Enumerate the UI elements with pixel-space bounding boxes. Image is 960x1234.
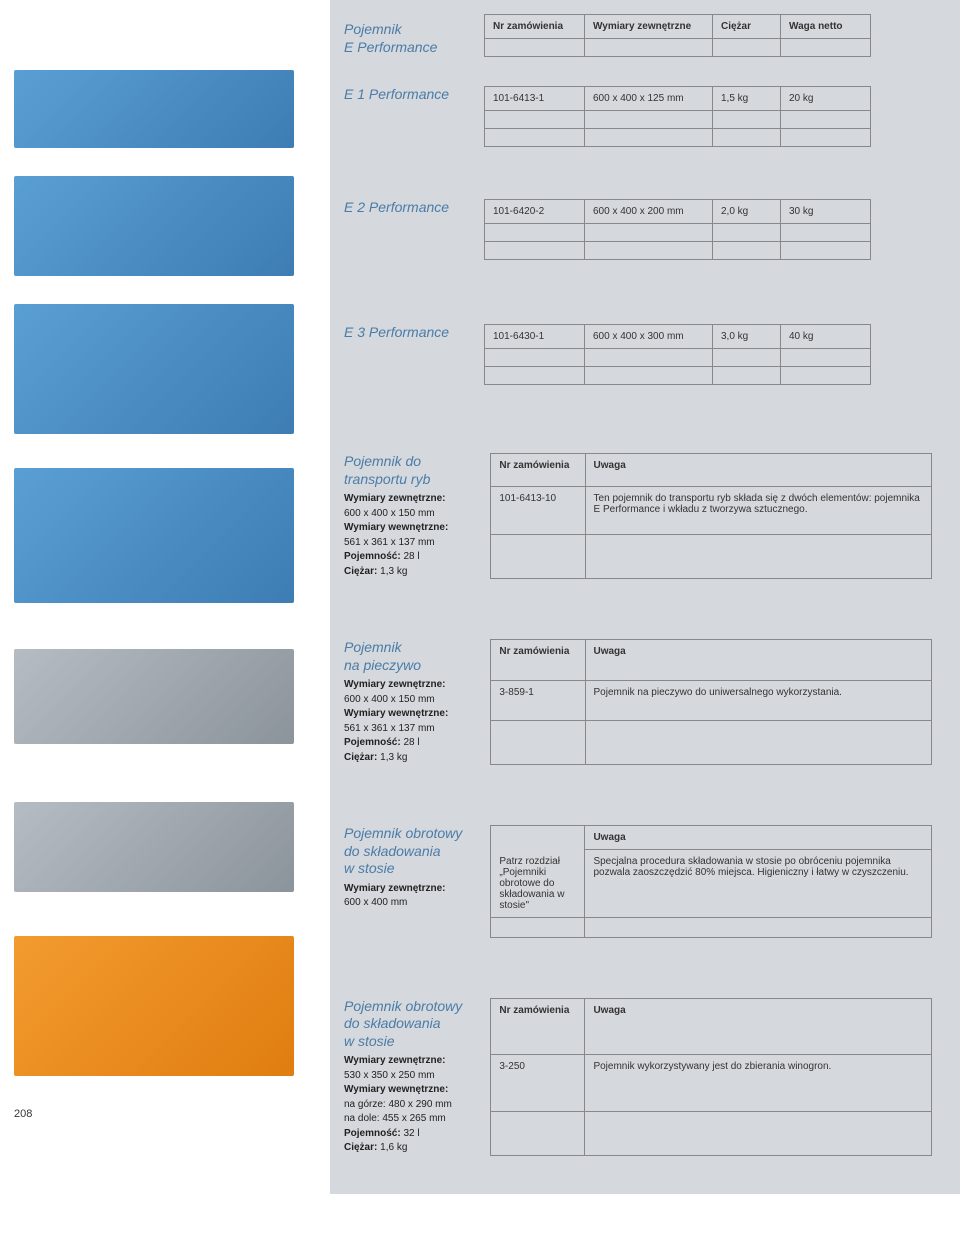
title-rotary1: Pojemnik obrotowy do składowania w stosi… (344, 825, 476, 878)
col-order: Nr zamówienia (491, 454, 585, 487)
cell-dim: 600 x 400 x 300 mm (585, 325, 713, 349)
product-image-e3 (14, 304, 294, 434)
product-image-fish (14, 468, 294, 603)
col-note: Uwaga (585, 640, 932, 681)
cell-dim: 600 x 400 x 200 mm (585, 200, 713, 224)
cell-order: 101-6420-2 (485, 200, 585, 224)
title-fish: Pojemnik do transportu ryb (344, 453, 476, 488)
product-image-rotary2 (14, 936, 294, 1076)
table-e1: 101-6413-1 600 x 400 x 125 mm 1,5 kg 20 … (484, 86, 871, 147)
table-bread: Nr zamówienia Uwaga 3-859-1 Pojemnik na … (490, 639, 932, 765)
table-fish: Nr zamówienia Uwaga 101-6413-10 Ten poje… (490, 453, 932, 579)
cell-order: 101-6413-10 (491, 486, 585, 534)
table-rotary2: Nr zamówienia Uwaga 3-250 Pojemnik wykor… (490, 998, 932, 1156)
cell-net: 30 kg (781, 200, 871, 224)
section-rotary1: Pojemnik obrotowy do składowania w stosi… (344, 825, 932, 938)
table-e2: 101-6420-2 600 x 400 x 200 mm 2,0 kg 30 … (484, 199, 871, 260)
col-order: Nr zamówienia (491, 640, 585, 681)
section-bread: Pojemnik na pieczywo Wymiary zewnętrzne:… (344, 639, 932, 765)
title-rotary2: Pojemnik obrotowy do składowania w stosi… (344, 998, 476, 1051)
product-image-e1 (14, 70, 294, 148)
col-order-blank (491, 826, 585, 850)
right-content-column: Nr zamówienia Wymiary zewnętrzne Ciężar … (330, 0, 960, 1194)
product-image-bread (14, 649, 294, 744)
section-e-performance: Nr zamówienia Wymiary zewnętrzne Ciężar … (344, 14, 932, 385)
table-e3: 101-6430-1 600 x 400 x 300 mm 3,0 kg 40 … (484, 324, 871, 385)
col-order: Nr zamówienia (491, 998, 585, 1055)
row-title-e3: E 3 Performance (344, 324, 484, 342)
cell-order: 101-6430-1 (485, 325, 585, 349)
cell-wt: 1,5 kg (713, 87, 781, 111)
col-note: Uwaga (585, 826, 932, 850)
cell-wt: 3,0 kg (713, 325, 781, 349)
table-rotary1: Uwaga Patrz rozdział „Pojemniki obrotowe… (490, 825, 932, 938)
cell-dim: 600 x 400 x 125 mm (585, 87, 713, 111)
cell-order: 3-250 (491, 1055, 585, 1112)
specs-rotary2: Wymiary zewnętrzne:530 x 350 x 250 mm Wy… (344, 1054, 476, 1156)
row-title-e2: E 2 Performance (344, 199, 484, 217)
cell-order: 3-859-1 (491, 680, 585, 721)
specs-fish: Wymiary zewnętrzne:600 x 400 x 150 mm Wy… (344, 492, 476, 579)
cell-note: Pojemnik wykorzystywany jest do zbierani… (585, 1055, 932, 1112)
title-bread: Pojemnik na pieczywo (344, 639, 476, 674)
page-number: 208 (14, 1108, 322, 1120)
section-rotary2: Pojemnik obrotowy do składowania w stosi… (344, 998, 932, 1156)
col-note: Uwaga (585, 998, 932, 1055)
row-title-e1: E 1 Performance (344, 86, 484, 104)
section-fish: Pojemnik do transportu ryb Wymiary zewnę… (344, 453, 932, 579)
cell-order: Patrz rozdział „Pojemniki obrotowe do sk… (491, 850, 585, 918)
cell-note: Pojemnik na pieczywo do uniwersalnego wy… (585, 680, 932, 721)
cell-note: Specjalna procedura składowania w stosie… (585, 850, 932, 918)
cell-net: 20 kg (781, 87, 871, 111)
specs-bread: Wymiary zewnętrzne:600 x 400 x 150 mm Wy… (344, 678, 476, 765)
product-image-e2 (14, 176, 294, 276)
cell-note: Ten pojemnik do transportu ryb składa si… (585, 486, 931, 534)
col-note: Uwaga (585, 454, 931, 487)
cell-order: 101-6413-1 (485, 87, 585, 111)
left-image-column: 208 (0, 0, 330, 1194)
cell-wt: 2,0 kg (713, 200, 781, 224)
cell-net: 40 kg (781, 325, 871, 349)
specs-rotary1: Wymiary zewnętrzne:600 x 400 mm (344, 882, 476, 911)
product-image-rotary1 (14, 802, 294, 892)
